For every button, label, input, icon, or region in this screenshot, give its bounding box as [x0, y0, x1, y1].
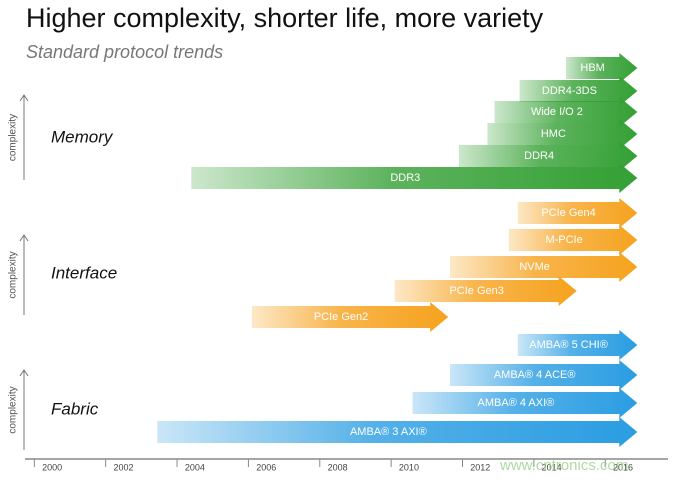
year-label: 2004 [185, 462, 205, 472]
complexity-arrowhead [19, 234, 29, 242]
arrow [519, 76, 638, 106]
arrow [517, 330, 638, 360]
arrow-label: DDR4 [524, 150, 554, 162]
arrow [157, 417, 638, 447]
arrow [508, 225, 638, 255]
arrow-label: DDR4-3DS [542, 85, 597, 97]
arrow-label: HBM [580, 62, 604, 74]
year-label: 2000 [42, 462, 62, 472]
arrow [412, 388, 638, 418]
complexity-arrowhead [19, 94, 29, 102]
year-label: 2010 [399, 462, 419, 472]
arrow-label: AMBA® 3 AXI® [350, 426, 427, 438]
arrow [449, 360, 638, 390]
arrow [494, 97, 638, 127]
arrow-label: M-PCIe [545, 234, 582, 246]
arrow [458, 141, 638, 171]
complexity-label: complexity [8, 251, 19, 298]
arrow [565, 53, 638, 83]
arrow-label: AMBA® 5 CHI® [529, 339, 608, 351]
arrow-label: NVMe [519, 261, 550, 273]
arrow-label: HMC [541, 128, 566, 140]
complexity-label: complexity [8, 114, 19, 161]
arrow [394, 276, 577, 306]
complexity-label: complexity [8, 386, 19, 433]
group-label: Interface [51, 263, 117, 282]
arrow-label: DDR3 [390, 172, 420, 184]
group-label: Memory [51, 127, 114, 146]
subtitle: Standard protocol trends [26, 42, 223, 62]
group-label: Fabric [51, 399, 99, 418]
arrow-label: PCIe Gen4 [541, 207, 595, 219]
arrow [191, 163, 638, 193]
watermark: www.cntronics.com [499, 457, 628, 474]
year-label: 2008 [328, 462, 348, 472]
arrow [251, 302, 449, 332]
arrow-label: AMBA® 4 AXI® [478, 397, 555, 409]
arrow-label: PCIe Gen3 [449, 285, 503, 297]
year-label: 2006 [256, 462, 276, 472]
arrow [517, 198, 638, 228]
title: Higher complexity, shorter life, more va… [26, 3, 544, 33]
complexity-arrowhead [19, 369, 29, 377]
year-label: 2002 [113, 462, 133, 472]
arrow-label: Wide I/O 2 [531, 106, 583, 118]
arrow [449, 252, 638, 282]
arrow [487, 119, 638, 149]
arrow-label: AMBA® 4 ACE® [494, 369, 576, 381]
arrow-label: PCIe Gen2 [314, 311, 368, 323]
year-label: 2014 [542, 462, 562, 472]
year-label: 2016 [613, 462, 633, 472]
year-label: 2012 [470, 462, 490, 472]
